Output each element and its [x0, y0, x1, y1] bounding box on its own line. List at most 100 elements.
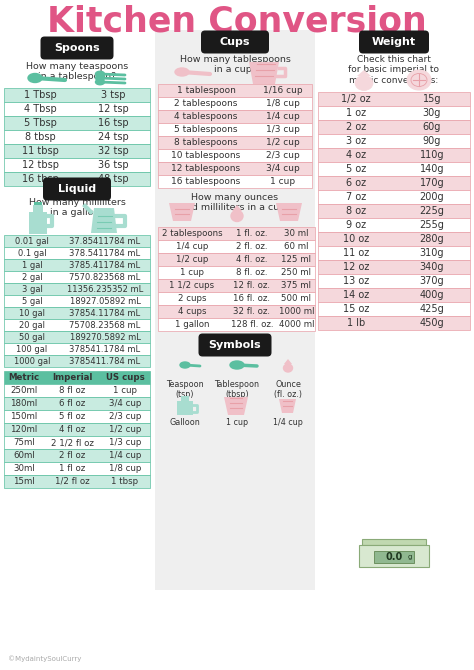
Text: 250 ml: 250 ml [282, 268, 311, 277]
Bar [4, 283, 150, 295]
Bar [158, 292, 315, 305]
Bar [318, 274, 470, 288]
FancyBboxPatch shape [199, 334, 272, 356]
Bar [318, 92, 470, 106]
Bar [318, 204, 470, 218]
Bar [318, 316, 470, 330]
Text: 12 tsp: 12 tsp [98, 104, 129, 114]
Text: 1/4 cup: 1/4 cup [176, 242, 208, 251]
Bar [158, 175, 312, 188]
Text: g: g [408, 554, 412, 560]
Polygon shape [284, 359, 292, 364]
Text: 11 oz: 11 oz [343, 248, 369, 258]
Text: 30g: 30g [423, 108, 441, 118]
Text: Kitchen Conversion: Kitchen Conversion [47, 5, 427, 39]
Bar [4, 319, 150, 331]
Text: 6 fl oz: 6 fl oz [59, 399, 85, 408]
Bar [4, 343, 150, 355]
Text: 60ml: 60ml [13, 451, 35, 460]
Bar [158, 110, 312, 123]
Text: 8 oz: 8 oz [346, 206, 366, 216]
Bar [158, 279, 315, 292]
Bar [33, 205, 43, 212]
Text: 16 tsp: 16 tsp [98, 118, 129, 128]
Text: 5 tablespoons: 5 tablespoons [174, 125, 238, 134]
Bar [318, 176, 470, 190]
Text: 16 tablespoons: 16 tablespoons [172, 177, 241, 186]
Text: 255g: 255g [419, 220, 445, 230]
Text: 280g: 280g [419, 234, 444, 244]
Text: 2 cups: 2 cups [178, 294, 206, 303]
Bar [4, 295, 150, 307]
Bar [4, 423, 150, 436]
Text: 75708.23568 mL: 75708.23568 mL [69, 320, 141, 330]
Text: 170g: 170g [419, 178, 444, 188]
Ellipse shape [95, 79, 104, 84]
Text: 250ml: 250ml [10, 386, 37, 395]
Text: 0.01 gal: 0.01 gal [15, 237, 49, 245]
Text: 1 fl oz: 1 fl oz [59, 464, 85, 473]
Text: 7570.823568 mL: 7570.823568 mL [69, 273, 141, 281]
Text: 1 tbsp: 1 tbsp [111, 477, 138, 486]
Bar [4, 271, 150, 283]
Text: 2 oz: 2 oz [346, 122, 366, 132]
Text: 12 tbsp: 12 tbsp [22, 160, 59, 170]
Text: 11 tbsp: 11 tbsp [22, 146, 59, 156]
Bar [4, 130, 150, 144]
Text: 378541.1784 mL: 378541.1784 mL [69, 344, 141, 354]
Text: 15 oz: 15 oz [343, 304, 369, 314]
Text: 8 tablespoons: 8 tablespoons [174, 138, 238, 147]
Bar [318, 288, 470, 302]
Bar [34, 202, 42, 205]
Text: 4 oz: 4 oz [346, 150, 366, 160]
Bar [4, 410, 150, 423]
FancyBboxPatch shape [40, 36, 113, 60]
Text: 1/16 cup: 1/16 cup [263, 86, 303, 95]
Text: 50 gal: 50 gal [19, 332, 45, 342]
Text: 3/4 cup: 3/4 cup [266, 164, 300, 173]
Text: 5 fl oz: 5 fl oz [59, 412, 85, 421]
Text: 0.0: 0.0 [385, 552, 402, 562]
Text: 16 tbsp: 16 tbsp [22, 174, 59, 184]
Text: 1/3 cup: 1/3 cup [266, 125, 300, 134]
Text: 32 tsp: 32 tsp [98, 146, 129, 156]
Text: 10 gal: 10 gal [19, 308, 45, 318]
Bar [4, 158, 150, 172]
Text: 1 cup: 1 cup [180, 268, 204, 277]
Ellipse shape [95, 75, 104, 81]
Text: 1/2 cup: 1/2 cup [176, 255, 208, 264]
Text: 60 ml: 60 ml [284, 242, 309, 251]
Text: 1 gal: 1 gal [22, 261, 42, 269]
Text: 2 fl. oz.: 2 fl. oz. [236, 242, 268, 251]
Bar [318, 232, 470, 246]
Text: 189270.5892 mL: 189270.5892 mL [70, 332, 140, 342]
Bar [155, 30, 315, 590]
Text: Check this chart
for basic imperial to
metric conversions:: Check this chart for basic imperial to m… [348, 55, 439, 85]
Bar [318, 106, 470, 120]
Text: 32 fl. oz.: 32 fl. oz. [234, 307, 271, 316]
Text: 370g: 370g [419, 276, 444, 286]
Text: US cups: US cups [106, 373, 145, 382]
Text: Teaspoon
(tsp): Teaspoon (tsp) [166, 380, 204, 399]
Ellipse shape [95, 71, 104, 77]
Text: 1 tablespoon: 1 tablespoon [176, 86, 236, 95]
Bar [158, 253, 315, 266]
Text: 4000 ml: 4000 ml [279, 320, 314, 329]
Text: 1/2 fl oz: 1/2 fl oz [55, 477, 89, 486]
Text: 5 gal: 5 gal [22, 297, 42, 306]
Bar [318, 260, 470, 274]
Polygon shape [357, 70, 371, 76]
Text: 1 cup: 1 cup [226, 418, 248, 427]
Bar [4, 475, 150, 488]
Text: Imperial: Imperial [52, 373, 92, 382]
Text: 140g: 140g [420, 164, 444, 174]
Text: 15ml: 15ml [13, 477, 35, 486]
Text: Weight: Weight [372, 37, 416, 47]
Text: 1/2 oz: 1/2 oz [341, 94, 371, 104]
Bar [181, 396, 189, 401]
Text: 1 lb: 1 lb [347, 318, 365, 328]
Bar [158, 318, 315, 331]
Text: 100 gal: 100 gal [17, 344, 47, 354]
Text: 2 fl oz: 2 fl oz [59, 451, 85, 460]
Text: 400g: 400g [420, 290, 444, 300]
